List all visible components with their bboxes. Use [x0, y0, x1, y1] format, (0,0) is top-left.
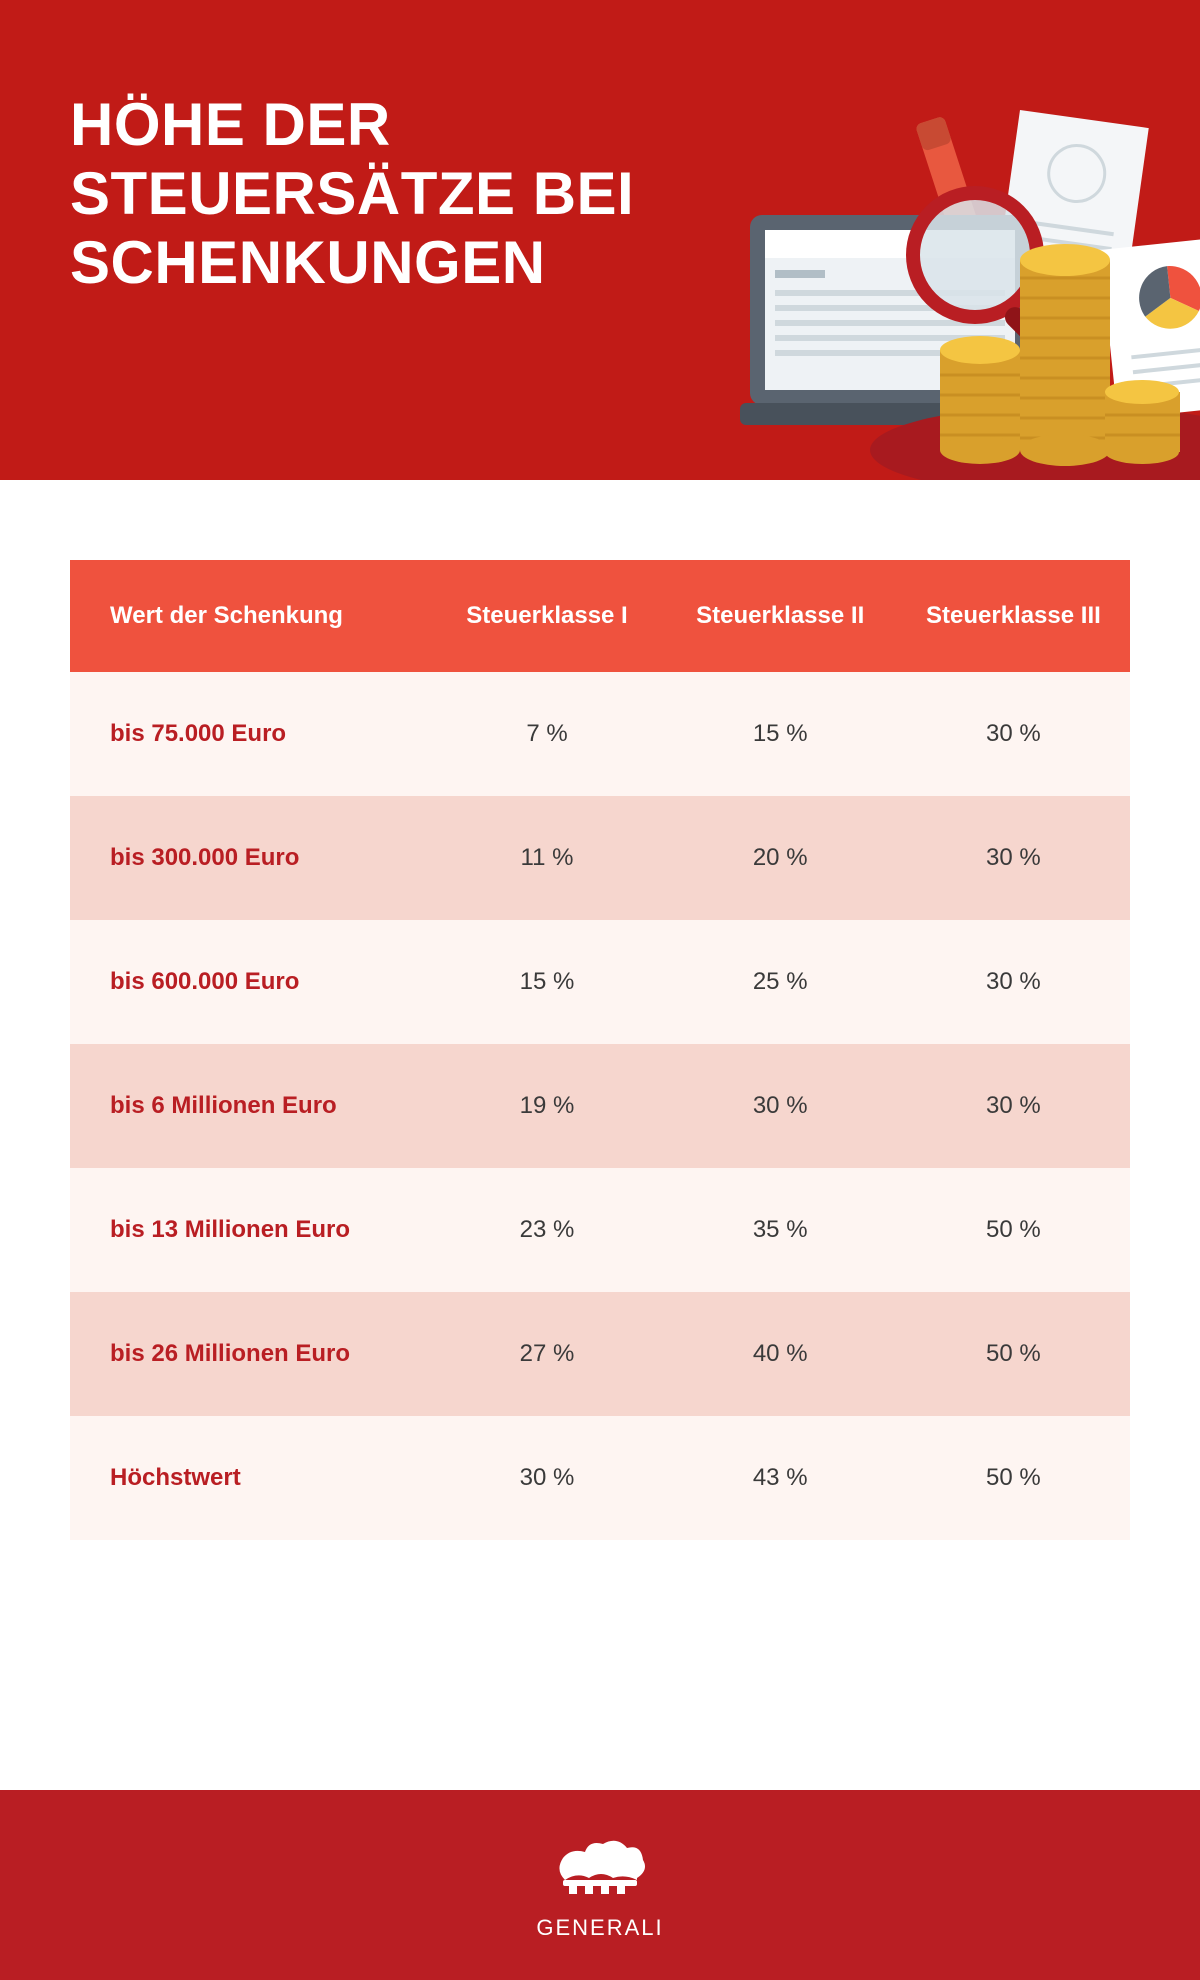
- table-row: bis 75.000 Euro7 %15 %30 %: [70, 672, 1130, 796]
- cell-value: 25 %: [664, 920, 897, 1044]
- row-label: Höchstwert: [70, 1416, 430, 1540]
- cell-value: 30 %: [897, 1044, 1130, 1168]
- tax-rate-table: Wert der SchenkungSteuerklasse ISteuerkl…: [70, 560, 1130, 1540]
- page-title: HÖHE DER STEUERSÄTZE BEI SCHENKUNGEN: [70, 90, 1130, 297]
- col-header-0: Wert der Schenkung: [70, 560, 430, 672]
- header-banner: HÖHE DER STEUERSÄTZE BEI SCHENKUNGEN: [0, 0, 1200, 480]
- cell-value: 27 %: [430, 1292, 663, 1416]
- row-label: bis 75.000 Euro: [70, 672, 430, 796]
- table-row: Höchstwert30 %43 %50 %: [70, 1416, 1130, 1540]
- title-line-1: HÖHE DER: [70, 91, 391, 158]
- brand-name: GENERALI: [536, 1915, 663, 1941]
- table-row: bis 300.000 Euro11 %20 %30 %: [70, 796, 1130, 920]
- cell-value: 30 %: [897, 672, 1130, 796]
- cell-value: 50 %: [897, 1292, 1130, 1416]
- cell-value: 20 %: [664, 796, 897, 920]
- cell-value: 15 %: [664, 672, 897, 796]
- cell-value: 35 %: [664, 1168, 897, 1292]
- cell-value: 50 %: [897, 1416, 1130, 1540]
- col-header-1: Steuerklasse I: [430, 560, 663, 672]
- table-body: bis 75.000 Euro7 %15 %30 %bis 300.000 Eu…: [70, 672, 1130, 1540]
- row-label: bis 13 Millionen Euro: [70, 1168, 430, 1292]
- cell-value: 19 %: [430, 1044, 663, 1168]
- cell-value: 30 %: [897, 796, 1130, 920]
- tax-rate-table-container: Wert der SchenkungSteuerklasse ISteuerkl…: [0, 480, 1200, 1580]
- cell-value: 30 %: [897, 920, 1130, 1044]
- cell-value: 40 %: [664, 1292, 897, 1416]
- generali-lion-icon: [545, 1830, 655, 1910]
- cell-value: 15 %: [430, 920, 663, 1044]
- table-row: bis 26 Millionen Euro27 %40 %50 %: [70, 1292, 1130, 1416]
- cell-value: 43 %: [664, 1416, 897, 1540]
- row-label: bis 300.000 Euro: [70, 796, 430, 920]
- row-label: bis 600.000 Euro: [70, 920, 430, 1044]
- cell-value: 11 %: [430, 796, 663, 920]
- cell-value: 50 %: [897, 1168, 1130, 1292]
- table-row: bis 600.000 Euro15 %25 %30 %: [70, 920, 1130, 1044]
- cell-value: 23 %: [430, 1168, 663, 1292]
- table-row: bis 6 Millionen Euro19 %30 %30 %: [70, 1044, 1130, 1168]
- footer-bar: GENERALI: [0, 1790, 1200, 1980]
- title-line-3: SCHENKUNGEN: [70, 229, 546, 296]
- cell-value: 30 %: [430, 1416, 663, 1540]
- row-label: bis 26 Millionen Euro: [70, 1292, 430, 1416]
- row-label: bis 6 Millionen Euro: [70, 1044, 430, 1168]
- col-header-2: Steuerklasse II: [664, 560, 897, 672]
- cell-value: 30 %: [664, 1044, 897, 1168]
- table-row: bis 13 Millionen Euro23 %35 %50 %: [70, 1168, 1130, 1292]
- generali-logo: GENERALI: [536, 1830, 663, 1941]
- table-header-row: Wert der SchenkungSteuerklasse ISteuerkl…: [70, 560, 1130, 672]
- cell-value: 7 %: [430, 672, 663, 796]
- col-header-3: Steuerklasse III: [897, 560, 1130, 672]
- title-line-2: STEUERSÄTZE BEI: [70, 160, 634, 227]
